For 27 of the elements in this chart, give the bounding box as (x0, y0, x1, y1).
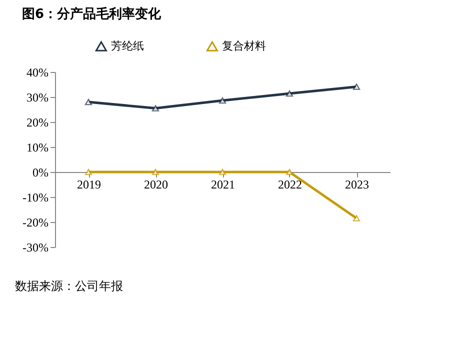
point (218, 97, 226, 104)
point (352, 84, 360, 90)
legend-label: 芳纶纸 (111, 39, 144, 52)
point (286, 168, 294, 176)
y-tick-label: -10% (22, 190, 48, 204)
x-tick-label: 2023 (345, 178, 369, 192)
y-tick-label: 30% (26, 90, 48, 104)
x-tick-label: 2022 (278, 178, 302, 192)
y-tick-label: 0% (32, 166, 48, 180)
chart-title: 图6：分产品毛利率变化 (22, 6, 162, 22)
y-tick-label: 40% (26, 66, 48, 80)
point (152, 105, 160, 112)
point (84, 168, 92, 176)
y-tick-label: -20% (22, 216, 48, 230)
x-tick-label: 2019 (77, 178, 101, 192)
point (218, 168, 226, 176)
y-tick-label: -30% (22, 240, 48, 254)
y-tick-label: 20% (26, 116, 48, 130)
point (84, 98, 92, 106)
y-tick-label: 10% (26, 140, 48, 154)
legend-label: 复合材料 (222, 39, 266, 52)
x-tick-label: 2020 (144, 178, 168, 192)
x-tick-label: 2021 (211, 178, 235, 192)
source-note: 数据来源：公司年报 (15, 279, 123, 293)
point (286, 90, 294, 97)
point (352, 215, 360, 222)
point (152, 168, 160, 176)
